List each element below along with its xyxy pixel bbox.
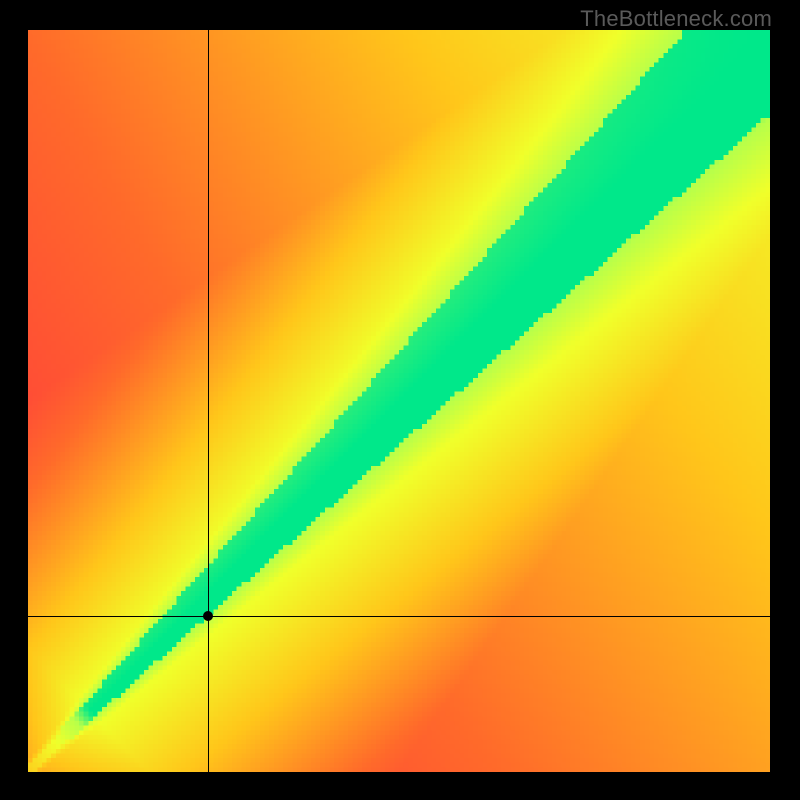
crosshair-vertical	[208, 30, 209, 772]
watermark-text: TheBottleneck.com	[580, 6, 772, 32]
heatmap-plot-area	[28, 30, 770, 772]
crosshair-horizontal	[28, 616, 770, 617]
heatmap-canvas	[28, 30, 770, 772]
figure-root: TheBottleneck.com	[0, 0, 800, 800]
crosshair-marker	[203, 611, 213, 621]
